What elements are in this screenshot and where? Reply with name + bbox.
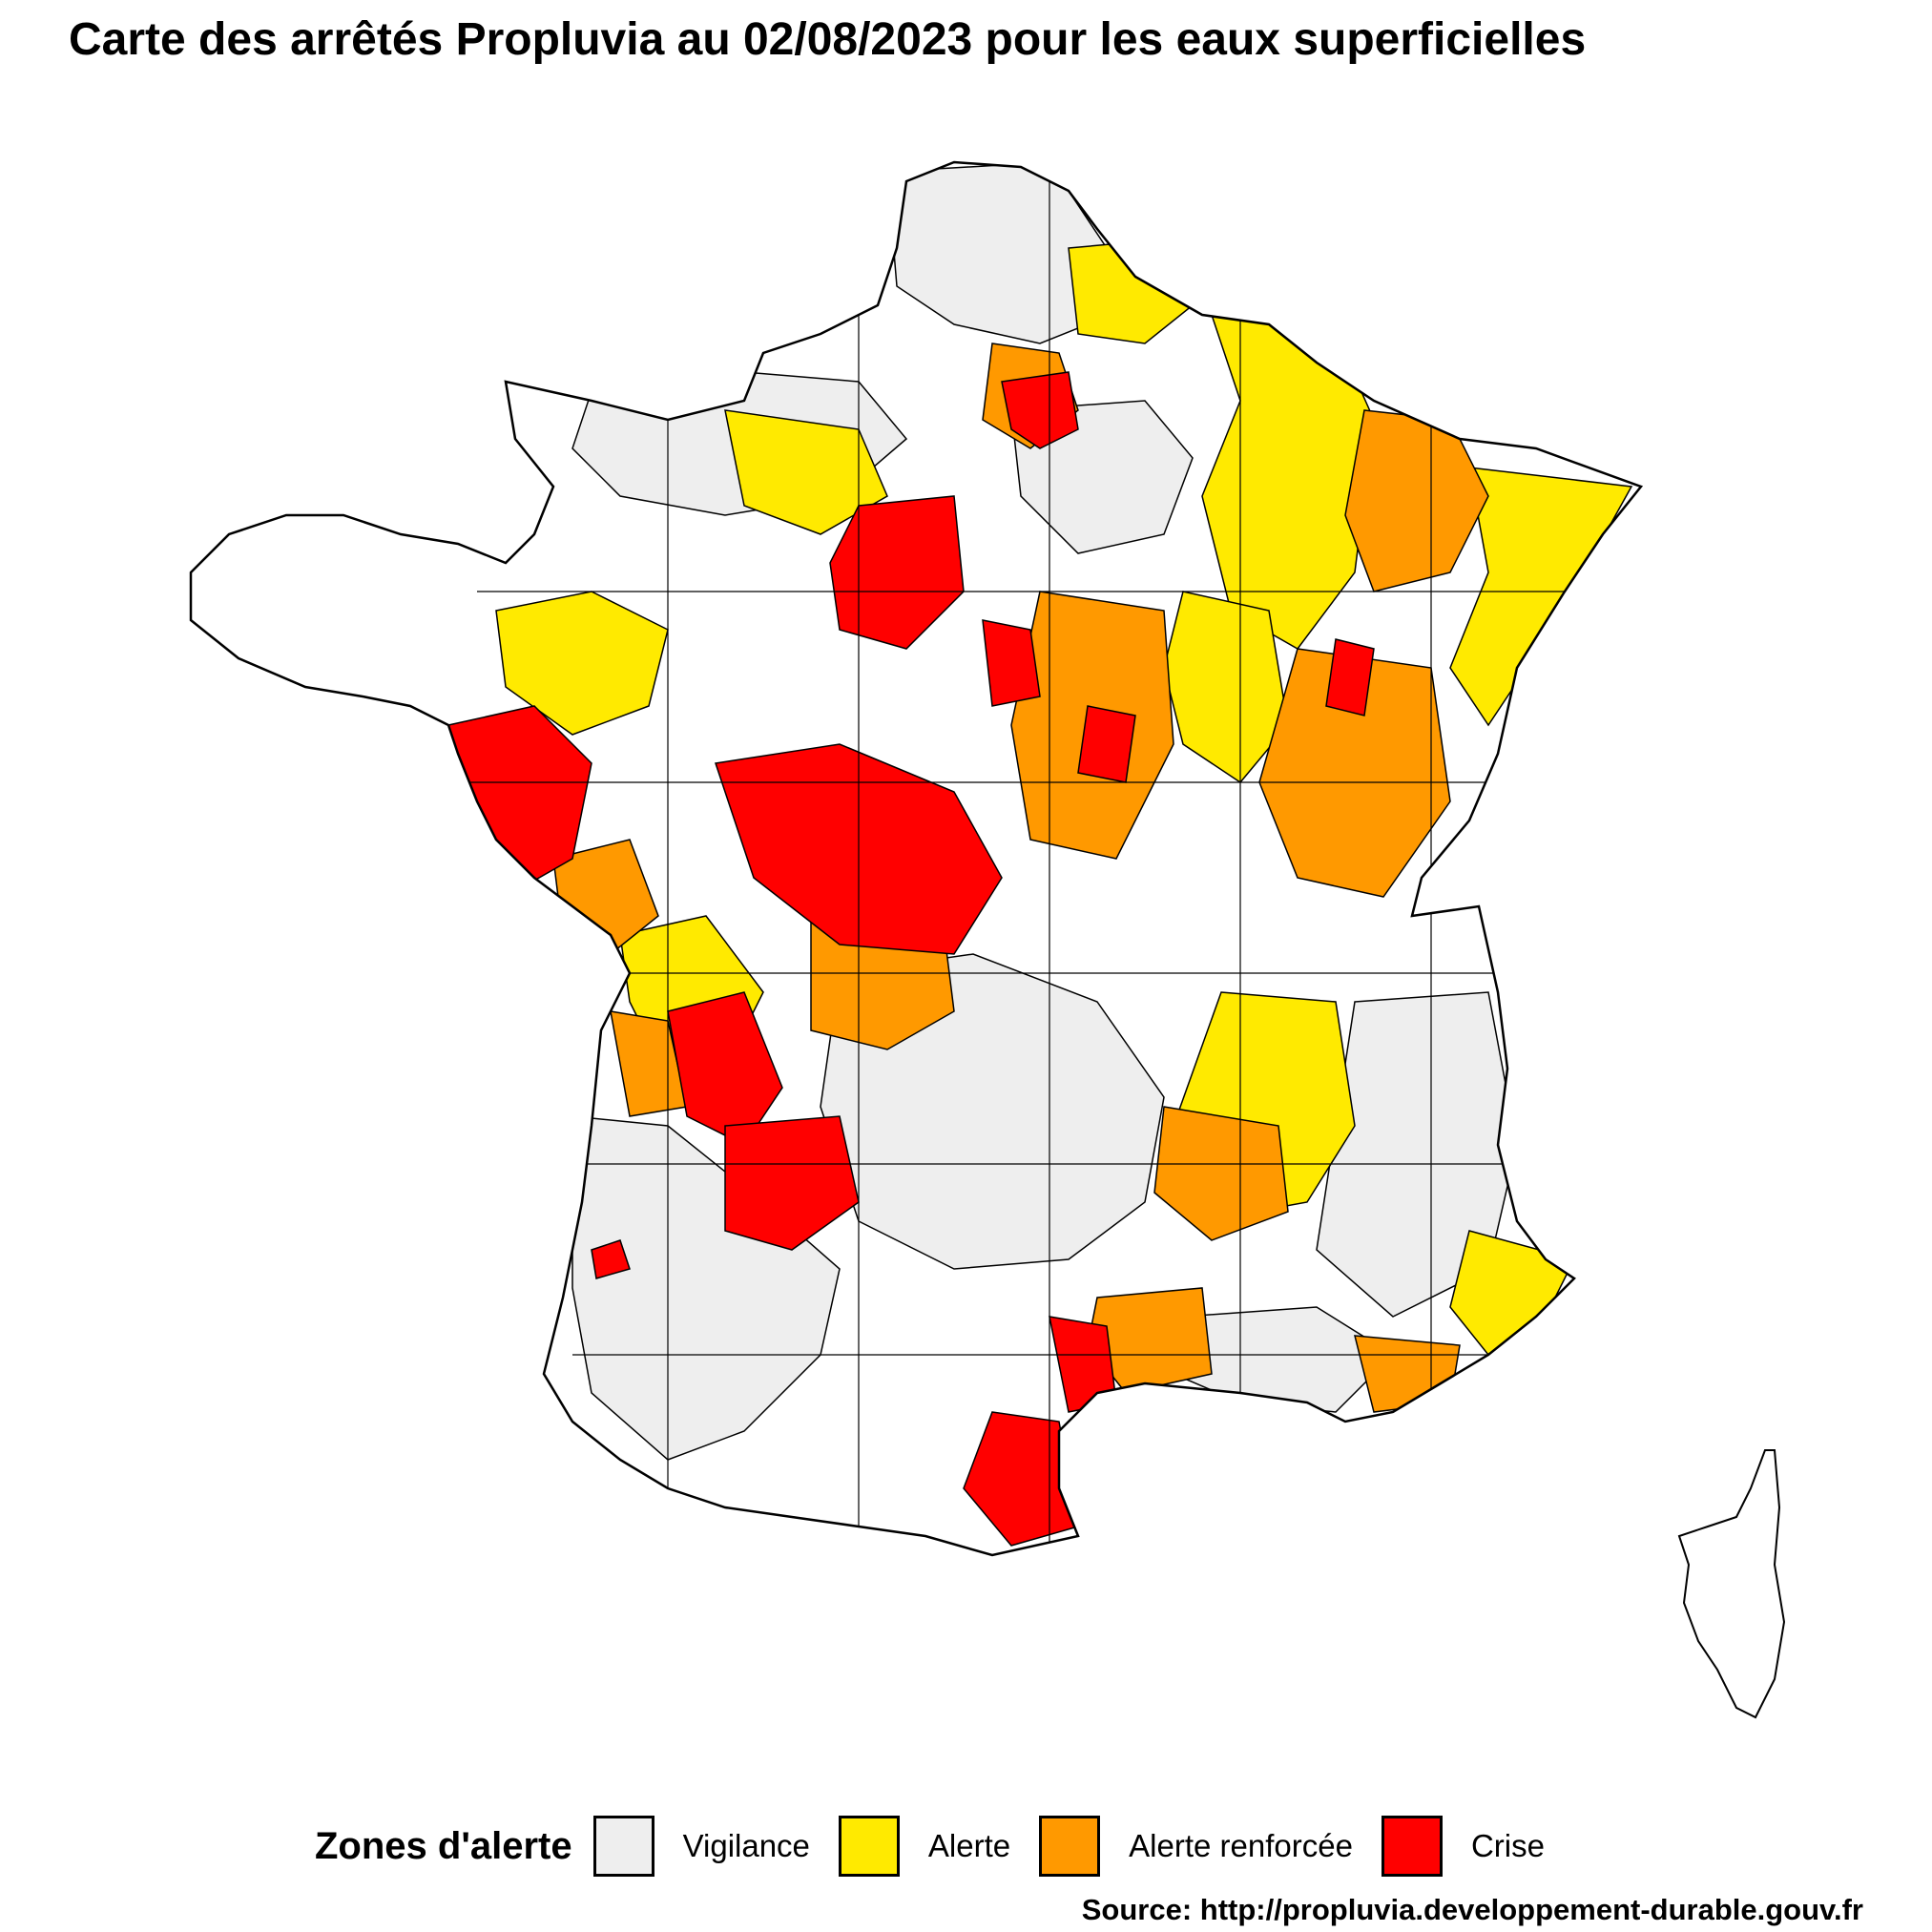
zone-crise-doubs [1325,638,1375,717]
zone-renforcee-var [1354,1335,1461,1413]
zone-alerte-alsace [1449,467,1633,727]
legend-item-alerte-renforcee: Alerte renforcée [1039,1816,1353,1877]
legend: Zones d'alerte Vigilance Alerte Alerte r… [315,1811,1573,1881]
zone-crise-aisne [1001,371,1079,449]
zone-crise-charente [667,991,783,1146]
zone-crise-landes-strip [591,1239,631,1279]
zone-crise-dordogne [724,1115,860,1251]
zone-crise-eure [829,495,965,650]
zone-crise-yonne [982,619,1041,707]
zone-boundaries [458,162,1622,1546]
legend-title: Zones d'alerte [315,1824,572,1867]
legend-item-vigilance: Vigilance [592,1816,810,1877]
map-title: Carte des arrêtés Propluvia au 02/08/202… [69,14,1587,65]
legend-label-alerte: Alerte [927,1828,1011,1863]
corsica-outline [1677,1449,1786,1719]
legend-swatch-vigilance [592,1816,654,1877]
legend-label-alerte-renforcee: Alerte renforcée [1129,1828,1353,1863]
legend-swatch-alerte [838,1816,900,1877]
zone-crise-marne [1077,705,1136,783]
legend-swatch-alerte-renforcee [1039,1816,1101,1877]
legend-swatch-crise [1381,1816,1443,1877]
legend-label-crise: Crise [1470,1828,1545,1863]
zone-renforcee-isere [1153,1106,1289,1241]
legend-item-crise: Crise [1381,1816,1545,1877]
france-outline [189,160,1644,1557]
source-credit: Source: http://propluvia.developpement-d… [1081,1893,1863,1926]
legend-label-vigilance: Vigilance [682,1828,810,1863]
legend-item-alerte: Alerte [838,1816,1011,1877]
